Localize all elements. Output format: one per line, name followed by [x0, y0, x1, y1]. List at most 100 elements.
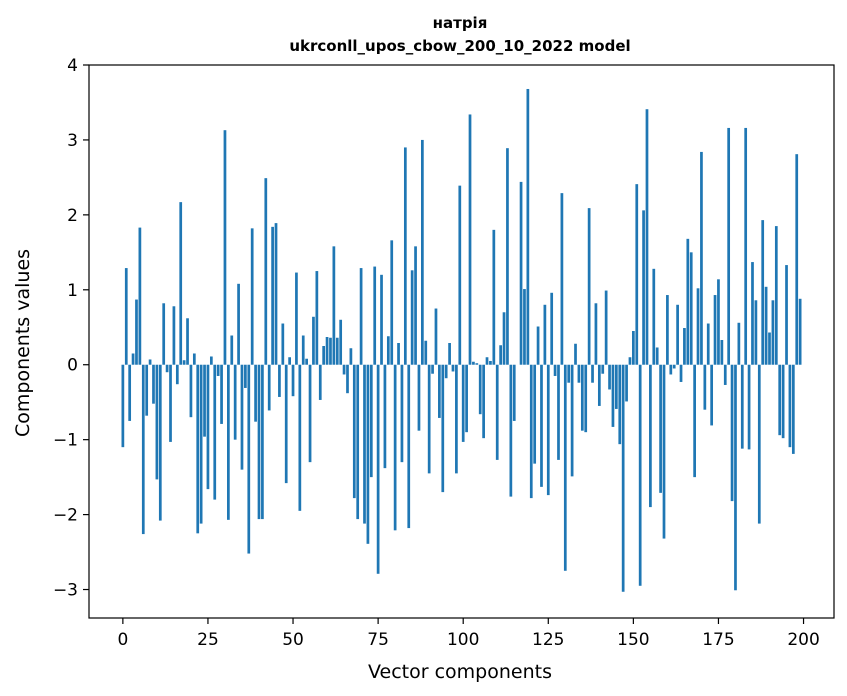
- bar: [325, 337, 329, 365]
- bar: [594, 303, 598, 365]
- x-tick-label: 125: [532, 630, 564, 650]
- bar: [318, 364, 322, 400]
- bar: [751, 262, 754, 365]
- bar: [543, 304, 547, 365]
- bar: [203, 364, 206, 437]
- bar: [373, 266, 377, 365]
- bar: [659, 364, 662, 493]
- bar: [237, 283, 240, 365]
- bar: [584, 364, 588, 433]
- bar: [689, 252, 693, 365]
- bar: [526, 88, 530, 365]
- bar: [281, 323, 285, 365]
- bar: [400, 364, 404, 463]
- bar: [672, 364, 676, 369]
- bar: [747, 364, 751, 450]
- bar: [676, 304, 679, 365]
- bar: [186, 318, 189, 365]
- bar: [604, 290, 608, 365]
- bar: [448, 343, 451, 365]
- bar: [478, 364, 482, 415]
- bar: [737, 322, 741, 365]
- bar: [342, 364, 346, 375]
- bar: [359, 268, 363, 365]
- bar: [778, 364, 782, 436]
- bar: [295, 272, 298, 365]
- bar: [403, 147, 407, 365]
- bar: [529, 364, 533, 499]
- bar: [152, 364, 155, 404]
- y-tick-label: −3: [53, 581, 78, 601]
- bar: [591, 364, 594, 383]
- bar: [669, 364, 673, 375]
- bar: [169, 364, 172, 442]
- y-tick-label: −2: [53, 506, 78, 526]
- bar: [366, 364, 370, 544]
- bar: [577, 364, 581, 383]
- bar: [427, 364, 431, 474]
- bar: [356, 364, 360, 520]
- bar: [798, 298, 802, 365]
- bar: [757, 364, 761, 524]
- bar: [625, 364, 628, 402]
- bar: [754, 300, 758, 365]
- bar: [546, 364, 550, 496]
- bar: [148, 359, 152, 365]
- bar: [135, 299, 138, 365]
- bar: [162, 303, 166, 365]
- bar: [165, 364, 169, 373]
- bar: [141, 364, 145, 535]
- bar: [611, 364, 615, 427]
- x-tick-label: 0: [117, 630, 128, 650]
- bar: [601, 364, 605, 374]
- bar: [465, 364, 468, 433]
- x-tick-label: 175: [702, 630, 734, 650]
- bar: [632, 331, 635, 365]
- bar: [124, 268, 128, 365]
- bar: [700, 151, 703, 365]
- bar: [597, 364, 601, 406]
- bar: [461, 364, 465, 442]
- bar: [206, 364, 210, 490]
- bar: [410, 270, 414, 365]
- bar: [703, 364, 707, 410]
- bar: [693, 364, 696, 478]
- bar: [264, 178, 268, 365]
- bar: [322, 346, 326, 365]
- bar: [278, 364, 281, 397]
- bar: [250, 228, 254, 365]
- x-tick-label: 200: [787, 630, 819, 650]
- x-tick-label: 25: [197, 630, 219, 650]
- bar: [431, 364, 434, 374]
- bar: [376, 364, 380, 574]
- bar: [557, 364, 560, 460]
- bar: [563, 364, 567, 571]
- bar: [288, 357, 291, 365]
- bar: [764, 286, 768, 365]
- bar: [638, 364, 642, 586]
- bar: [472, 361, 475, 365]
- bar: [713, 295, 717, 365]
- y-axis-label: Components values: [12, 249, 34, 437]
- bar: [499, 345, 502, 365]
- bar: [587, 208, 591, 365]
- bar: [352, 364, 356, 499]
- bar: [155, 364, 159, 480]
- bar: [645, 109, 649, 365]
- bar: [655, 347, 659, 365]
- bar: [312, 316, 315, 365]
- bar: [261, 364, 264, 520]
- bar: [386, 336, 390, 365]
- bar: [230, 335, 234, 365]
- bar: [795, 154, 799, 365]
- bar: [512, 364, 516, 421]
- bar: [614, 364, 618, 409]
- bar: [740, 364, 744, 449]
- bar: [608, 364, 611, 390]
- bar: [131, 353, 135, 365]
- bar: [509, 364, 513, 497]
- bar: [540, 364, 543, 487]
- bar: [621, 364, 625, 592]
- bar: [696, 288, 700, 365]
